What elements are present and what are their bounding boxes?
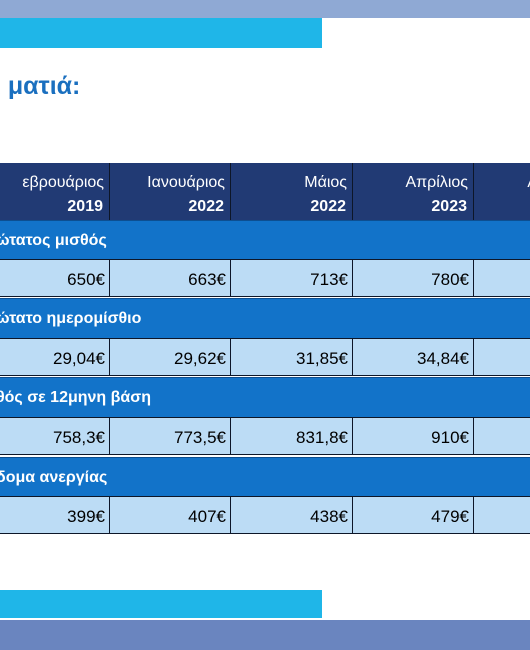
table-header-row: εβρουάριος 2019 Ιανουάριος 2022 Μάιος 20… <box>0 163 530 220</box>
table-cell: 479€ <box>353 497 474 533</box>
column-year: 2019 <box>67 198 103 215</box>
section-header-row: δομα ανεργίας <box>0 457 530 497</box>
table-cell: 758,3€ <box>0 418 110 454</box>
section-header-row: θός σε 12μηνη βάση <box>0 377 530 417</box>
table-cell: 780€ <box>353 260 474 296</box>
table-cell: 773,5€ <box>110 418 231 454</box>
bottom-accent-bar <box>0 590 322 618</box>
table-row: 399€ 407€ 438€ 479€ <box>0 496 530 534</box>
table-cell: 831,8€ <box>231 418 353 454</box>
section-label: δομα ανεργίας <box>0 469 108 486</box>
table-cell: 910€ <box>353 418 474 454</box>
column-year: 2022 <box>188 198 224 215</box>
column-header: Α <box>474 163 530 220</box>
column-month: Μάιος <box>304 174 347 191</box>
table-row: 29,04€ 29,62€ 31,85€ 34,84€ <box>0 338 530 376</box>
column-month: εβρουάριος <box>22 174 104 191</box>
section-header-row: ώτατο ημερομίσθιο <box>0 298 530 338</box>
section-label: θός σε 12μηνη βάση <box>0 389 151 406</box>
column-year: 2023 <box>431 198 467 215</box>
column-header: εβρουάριος 2019 <box>0 163 110 220</box>
table-cell <box>474 497 530 533</box>
section-label: ώτατο ημερομίσθιο <box>0 310 142 327</box>
table-cell: 438€ <box>231 497 353 533</box>
table-cell: 29,04€ <box>0 339 110 375</box>
bottom-decor-band <box>0 620 530 650</box>
table-cell <box>474 418 530 454</box>
table-row: 758,3€ 773,5€ 831,8€ 910€ <box>0 417 530 455</box>
table-cell: 399€ <box>0 497 110 533</box>
column-month: Ιανουάριος <box>147 174 225 191</box>
table-cell <box>474 260 530 296</box>
table-cell: 31,85€ <box>231 339 353 375</box>
column-header: Μάιος 2022 <box>231 163 353 220</box>
top-decor-band <box>0 0 530 18</box>
column-header: Ιανουάριος 2022 <box>110 163 231 220</box>
table-cell: 663€ <box>110 260 231 296</box>
section-header-row: ώτατος μισθός <box>0 220 530 260</box>
table-cell: 650€ <box>0 260 110 296</box>
column-header: Απρίλιος 2023 <box>353 163 474 220</box>
column-month: Απρίλιος <box>405 174 468 191</box>
slide-title: ι ματιά: <box>0 72 81 100</box>
table-cell <box>474 339 530 375</box>
column-month: Α <box>527 174 530 192</box>
table-cell: 34,84€ <box>353 339 474 375</box>
table-cell: 29,62€ <box>110 339 231 375</box>
section-label: ώτατος μισθός <box>0 232 107 249</box>
top-accent-bar <box>0 18 322 48</box>
table-cell: 713€ <box>231 260 353 296</box>
table-cell: 407€ <box>110 497 231 533</box>
table-row: 650€ 663€ 713€ 780€ <box>0 259 530 297</box>
column-year: 2022 <box>310 198 346 215</box>
